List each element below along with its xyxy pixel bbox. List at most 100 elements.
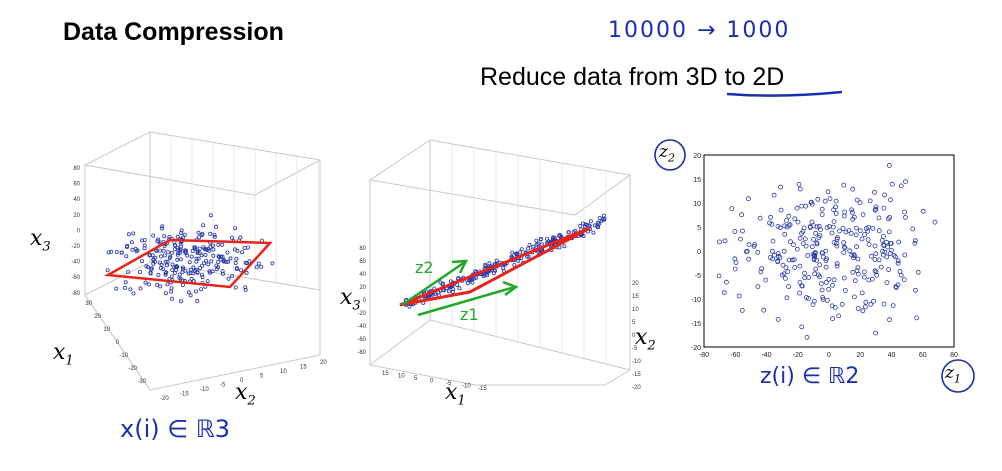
plot3-point	[873, 251, 879, 257]
plot2-point	[457, 286, 462, 291]
plot1-point	[170, 262, 175, 267]
plot3-point	[884, 239, 889, 245]
plot3-point	[781, 271, 787, 277]
plot3-point	[817, 274, 823, 280]
plot1-point	[158, 248, 163, 253]
plot2-point	[491, 271, 496, 276]
plot3-point	[752, 242, 758, 248]
plot3-point	[861, 269, 867, 275]
plot3-point	[841, 240, 847, 245]
plot1-point	[201, 223, 206, 228]
plot3-point	[841, 182, 847, 188]
plot2-x3-tick: 40	[359, 272, 366, 278]
plot3-point	[824, 256, 829, 262]
plot2-point	[465, 281, 470, 286]
plot3-point	[819, 212, 825, 217]
plot3-point	[857, 228, 863, 234]
plot1-point	[126, 232, 131, 237]
plot3-point	[866, 241, 872, 247]
plot3-point	[851, 214, 857, 220]
plot1-point	[201, 261, 206, 266]
plot3-point	[797, 290, 802, 296]
plot1-x1-tick: 30	[85, 301, 92, 307]
plot2-point	[446, 289, 451, 294]
plot2-point	[516, 258, 521, 263]
plot3-point	[881, 205, 887, 211]
plot3-point	[884, 254, 890, 260]
plot2-x1-tick: 5	[414, 376, 418, 382]
plot3-point	[881, 233, 886, 239]
plot3-point	[758, 269, 764, 275]
plot3-point	[873, 206, 879, 212]
plot1-point	[189, 276, 194, 281]
plot3-point	[794, 205, 800, 211]
plot3-point	[795, 219, 801, 225]
plot3-frame	[703, 154, 955, 348]
plot3-point	[881, 242, 886, 248]
plot3-point	[804, 295, 809, 300]
plot3-point	[759, 266, 764, 272]
plot1-point	[195, 249, 200, 254]
plot2-point	[514, 251, 519, 256]
plot3-point	[841, 244, 847, 250]
plot2-x2-tick: 20	[632, 281, 639, 287]
plot1-plane-outline	[103, 238, 273, 289]
plot3-point	[902, 209, 907, 215]
plot1-point	[211, 253, 216, 258]
plot3-y-tick: -15	[691, 321, 701, 328]
plot3-point	[797, 263, 803, 269]
plot1-point	[221, 257, 226, 262]
plot3-point	[887, 163, 892, 168]
plot2-x3-tick: -60	[357, 337, 366, 343]
plot3-point	[852, 294, 857, 300]
plot3-point	[834, 263, 840, 269]
plot1-point	[167, 255, 172, 260]
plot1-x2-tick: -15	[180, 392, 189, 398]
plot1-point	[172, 243, 177, 248]
plot1-point	[150, 253, 155, 258]
plot3-y-tick: 10	[693, 201, 701, 208]
plot3-point	[850, 186, 856, 192]
plot3-x-tick: -80	[699, 352, 709, 359]
plot3-point	[866, 277, 872, 283]
plot3-point	[855, 265, 861, 271]
plot1-point	[245, 245, 250, 250]
plot3-point	[887, 317, 892, 323]
plot1-point	[182, 232, 187, 237]
plot3-point	[825, 189, 831, 195]
plot1-point	[270, 261, 275, 266]
plot3-point	[739, 307, 745, 313]
plot2-x1-tick: -5	[446, 381, 452, 387]
plot2-green-arrows	[401, 259, 519, 317]
plot2-point	[407, 304, 412, 309]
plot1-point	[175, 252, 180, 257]
plot2-x1-tick: 15	[382, 371, 389, 377]
plot1-point	[200, 231, 205, 236]
plot3-point	[743, 249, 749, 255]
plot3-point	[882, 192, 887, 198]
plot3-point	[786, 284, 791, 289]
plot3-point	[813, 266, 819, 272]
plot2-point	[592, 223, 597, 228]
plot1-point	[148, 271, 153, 276]
plot1-point	[135, 248, 140, 253]
plot3-point	[886, 267, 891, 272]
plot3-y-tick: 5	[697, 225, 701, 232]
plot1-x3-tick: 80	[73, 166, 80, 172]
plot3-point	[739, 212, 744, 218]
plot1-point	[155, 282, 160, 287]
plot3-point	[850, 269, 856, 275]
plot3-point	[778, 207, 784, 213]
plot1-point	[109, 249, 114, 254]
plot2-point	[474, 275, 479, 280]
plot3-point	[799, 283, 805, 289]
plot2-point	[602, 217, 607, 222]
plot3-point	[895, 260, 901, 266]
plot2-x2-tick: 0	[632, 333, 636, 339]
plot3-x-tick: -40	[761, 352, 771, 359]
plot2-x1-tick: 10	[398, 374, 405, 380]
plot1-point	[142, 238, 147, 243]
plot3-point	[815, 196, 821, 202]
plot1-point	[216, 254, 221, 259]
plot2-point	[591, 230, 596, 235]
